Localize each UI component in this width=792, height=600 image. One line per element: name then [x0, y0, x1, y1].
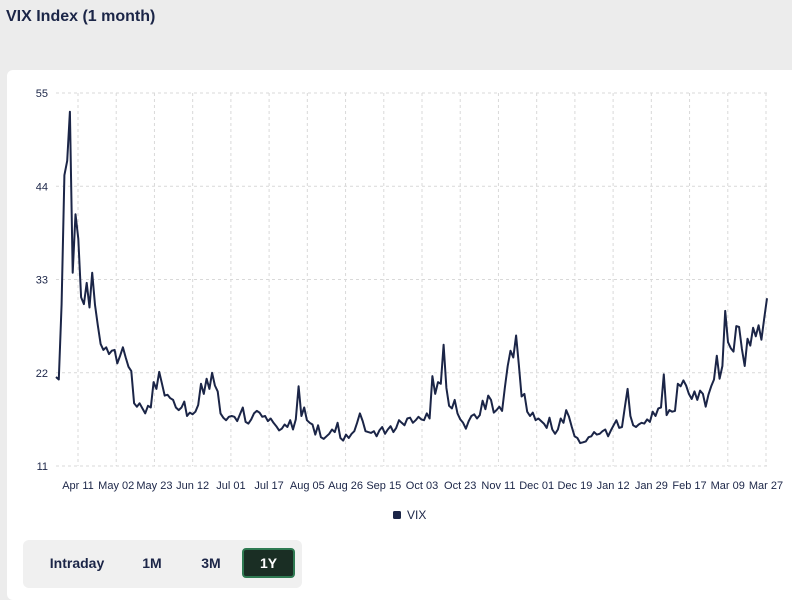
x-axis-labels: Apr 11 May 02 May 23 Jun 12 Jul 01 Jul 17 Aug …	[62, 480, 783, 492]
x-tick-label: Oct 03	[406, 480, 438, 492]
x-tick-label: Jul 01	[216, 480, 245, 492]
x-tick-label: Feb 17	[672, 480, 706, 492]
x-tick-label: Jan 12	[597, 480, 630, 492]
x-tick-label: Oct 23	[444, 480, 476, 492]
legend[interactable]: VIX	[393, 508, 426, 522]
range-button-intraday[interactable]: Intraday	[37, 548, 117, 578]
x-tick-label: Jan 29	[635, 480, 668, 492]
y-tick-label: 11	[37, 461, 48, 473]
range-button-1y[interactable]: 1Y	[242, 548, 295, 578]
x-tick-label: May 02	[98, 480, 134, 492]
x-tick-label: Sep 15	[366, 480, 401, 492]
x-tick-label: Aug 26	[328, 480, 363, 492]
page-title: VIX Index (1 month)	[6, 8, 156, 25]
grid-lines	[56, 92, 767, 467]
x-tick-label: Apr 11	[62, 480, 94, 492]
chart-card: 11 22 33 44 55 Apr 11 May 02 May 23 Jun 12 Jul 0…	[7, 70, 792, 600]
x-tick-label: Jun 12	[176, 480, 209, 492]
y-tick-label: 44	[36, 181, 48, 193]
legend-label: VIX	[407, 508, 426, 522]
range-button-3m[interactable]: 3M	[189, 548, 233, 578]
x-tick-label: Mar 27	[749, 480, 783, 492]
x-tick-label: Dec 01	[519, 480, 554, 492]
vix-series-line	[55, 110, 768, 445]
range-selector: Intraday 1M 3M 1Y	[23, 540, 302, 588]
vix-chart: 11 22 33 44 55 Apr 11 May 02 May 23 Jun 12 Jul 0…	[36, 88, 783, 522]
x-tick-label: Mar 09	[711, 480, 745, 492]
range-button-1m[interactable]: 1M	[131, 548, 173, 578]
x-tick-label: Nov 11	[481, 480, 515, 492]
y-tick-label: 33	[36, 275, 48, 287]
x-tick-label: May 23	[136, 480, 172, 492]
legend-marker	[393, 511, 401, 519]
x-tick-label: Aug 05	[290, 480, 325, 492]
x-tick-label: Dec 19	[557, 480, 592, 492]
y-axis-labels: 11 22 33 44 55	[36, 88, 48, 473]
y-tick-label: 55	[36, 88, 48, 100]
y-tick-label: 22	[36, 368, 48, 380]
x-tick-label: Jul 17	[254, 480, 283, 492]
